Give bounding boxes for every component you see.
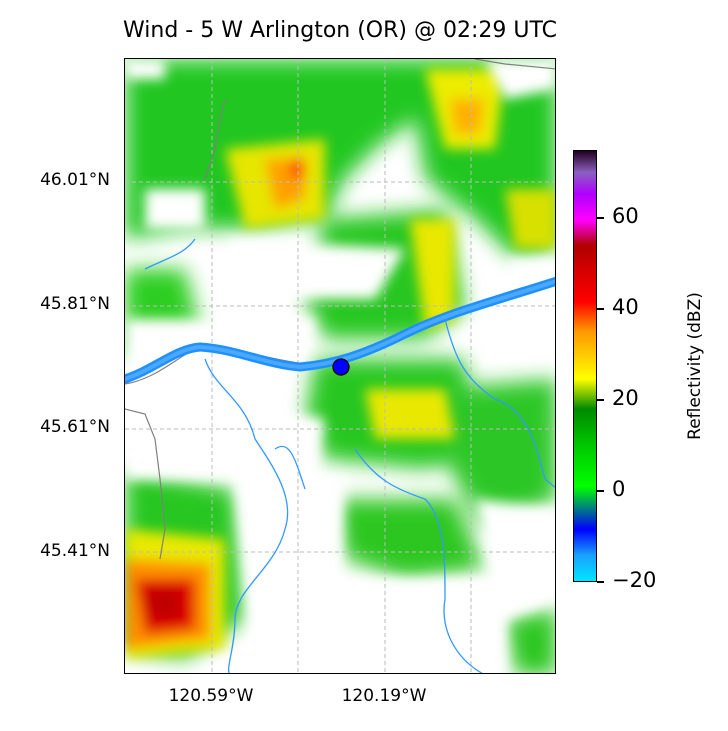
colorbar-tick: [597, 581, 604, 583]
lat-tick-label: 45.41°N: [40, 541, 110, 561]
lat-tick-label: 45.81°N: [40, 294, 110, 314]
colorbar-tick: [597, 490, 604, 492]
radar-site-marker: [332, 358, 350, 376]
colorbar-tick: [597, 399, 604, 401]
clear-areas: [125, 59, 555, 673]
colorbar-tick-label: 40: [612, 295, 639, 320]
colorbar-label: Reflectivity (dBZ): [685, 292, 705, 440]
lon-tick-label: 120.19°W: [341, 686, 427, 706]
map-title: Wind - 5 W Arlington (OR) @ 02:29 UTC: [123, 18, 557, 43]
colorbar-tick-label: 0: [612, 477, 626, 502]
reflectivity-cores: [125, 69, 555, 659]
radar-map[interactable]: [124, 58, 556, 674]
lon-tick-label: 120.59°W: [168, 686, 254, 706]
colorbar-tick-label: 60: [612, 204, 639, 229]
colorbar-tick-label: −20: [612, 568, 657, 592]
columbia-river: [125, 276, 555, 384]
colorbar-tick: [597, 217, 604, 219]
tributary-rivers: [144, 238, 555, 673]
lat-tick-label: 46.01°N: [40, 170, 110, 190]
colorbar-tick-label: 20: [612, 386, 639, 411]
colorbar-tick: [597, 308, 604, 310]
lat-tick-label: 45.61°N: [40, 417, 110, 437]
reflectivity-colorbar: [573, 150, 597, 582]
radar-map-canvas: [125, 59, 555, 673]
